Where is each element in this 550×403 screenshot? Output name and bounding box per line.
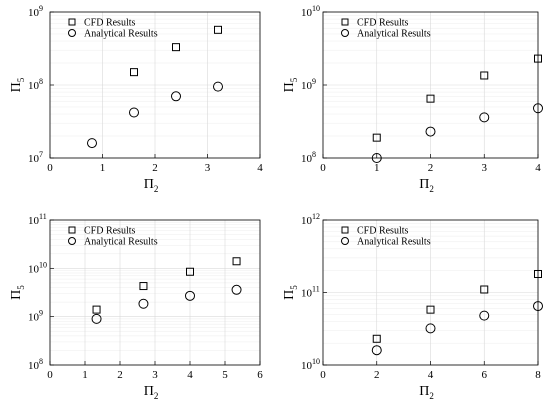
data-point-square: [426, 305, 435, 314]
legend-marker-square: [341, 18, 349, 26]
x-tick-label: 2: [152, 162, 158, 174]
x-tick-label: 0: [47, 162, 53, 174]
data-point-square: [130, 68, 138, 77]
legend-label: Analytical Results: [357, 29, 431, 40]
data-point-circle: [231, 284, 242, 295]
legend-marker-circle: [341, 237, 349, 245]
x-tick-label: 3: [152, 369, 158, 381]
plot-frame: [322, 219, 539, 366]
data-point-square: [372, 133, 381, 142]
chart-panel-4: 1010 1011 1012 0 2 4 6 8 Π2 Π5 CFD ResultsAnalytic…: [282, 212, 543, 401]
legend-label: CFD Results: [84, 226, 136, 237]
x-tick-label: 2: [428, 162, 434, 174]
legend-marker-square: [68, 18, 76, 26]
y-tick-label: 108: [28, 77, 43, 92]
x-tick-label: 1: [374, 162, 380, 174]
legend-label: Analytical Results: [357, 237, 431, 248]
plot-frame: [49, 219, 261, 366]
data-point-square: [534, 269, 542, 278]
y-tick-label: 107: [28, 150, 43, 165]
data-point-circle: [533, 103, 543, 114]
data-point-circle: [138, 298, 149, 309]
data-point-square: [186, 267, 194, 276]
legend-marker-square: [341, 226, 349, 234]
y-tick-label: 109: [301, 77, 316, 92]
data-point-square: [172, 43, 180, 52]
x-tick-label: 4: [257, 162, 263, 174]
x-tick-label: 4: [187, 369, 193, 381]
data-point-square: [534, 54, 542, 63]
y-axis-label: Π5: [282, 77, 299, 92]
x-tick-label: 0: [320, 162, 326, 174]
y-tick-label: 1010: [301, 4, 320, 19]
chart-panel-3: 108 109 1010 1011 0 1 2 3 4 5 6 Π2 Π5 CFD ResultsAnal…: [9, 212, 263, 401]
data-point-square: [232, 257, 241, 266]
data-point-square: [480, 285, 489, 294]
data-point-circle: [213, 81, 223, 92]
data-point-square: [214, 25, 222, 34]
x-tick-label: 6: [257, 369, 263, 381]
y-tick-label: 1010: [301, 357, 320, 372]
data-point-circle: [479, 310, 490, 321]
legend-marker-square: [68, 226, 76, 234]
y-tick-label: 1012: [301, 212, 320, 227]
legend-label: Analytical Results: [84, 29, 158, 40]
data-point-circle: [87, 138, 97, 149]
legend-label: CFD Results: [357, 226, 409, 237]
data-point-circle: [129, 107, 139, 118]
x-tick-label: 6: [482, 369, 488, 381]
y-tick-label: 1011: [28, 212, 47, 227]
data-point-circle: [533, 301, 543, 312]
legend-label: Analytical Results: [84, 237, 158, 248]
legend-label: CFD Results: [84, 18, 136, 29]
x-tick-label: 1: [82, 369, 88, 381]
x-tick-label: 3: [205, 162, 211, 174]
data-point-circle: [425, 323, 436, 334]
data-point-circle: [91, 313, 102, 324]
x-axis-label: Π2: [419, 384, 434, 401]
chart-panel-2: 108 109 1010 0 1 2 3 4 Π2 Π5 CFD ResultsAnalytical…: [282, 4, 543, 194]
plot-frame: [322, 11, 539, 159]
x-tick-label: 3: [482, 162, 488, 174]
legend-marker-circle: [68, 237, 76, 245]
x-tick-label: 2: [374, 369, 380, 381]
legend-marker-circle: [68, 29, 76, 37]
plot-frame: [49, 11, 261, 159]
y-axis-label: Π5: [9, 77, 26, 92]
x-tick-label: 0: [320, 369, 326, 381]
data-point-square: [92, 305, 101, 314]
data-point-square: [372, 334, 381, 343]
data-point-circle: [171, 91, 181, 102]
x-axis-label: Π2: [419, 177, 434, 194]
data-point-square: [480, 71, 489, 80]
data-point-circle: [371, 153, 382, 163]
data-point-circle: [185, 290, 195, 301]
x-tick-label: 4: [535, 162, 541, 174]
y-tick-label: 109: [28, 4, 43, 19]
x-tick-label: 8: [535, 369, 541, 381]
y-tick-label: 108: [28, 357, 43, 372]
x-axis-label: Π2: [144, 177, 159, 194]
x-tick-label: 0: [47, 369, 53, 381]
y-tick-label: 109: [28, 309, 43, 324]
data-point-square: [139, 282, 148, 291]
y-tick-label: 108: [301, 150, 316, 165]
data-point-circle: [371, 345, 382, 356]
chart-panel-1: 107 108 109 0 1 2 3 4 Π2 Π5 CFD ResultsAnalytical …: [9, 4, 263, 194]
legend-label: CFD Results: [357, 18, 409, 29]
y-axis-label: Π5: [282, 285, 299, 300]
y-axis-label: Π5: [9, 285, 26, 300]
x-tick-label: 5: [222, 369, 228, 381]
y-tick-label: 1011: [301, 285, 320, 300]
x-axis-label: Π2: [144, 384, 159, 401]
x-tick-label: 2: [117, 369, 123, 381]
data-point-square: [426, 94, 435, 103]
x-tick-label: 1: [100, 162, 106, 174]
data-point-circle: [479, 112, 490, 123]
legend-marker-circle: [341, 29, 349, 37]
x-tick-label: 4: [428, 369, 434, 381]
data-point-circle: [425, 126, 436, 137]
y-tick-label: 1010: [28, 260, 47, 275]
